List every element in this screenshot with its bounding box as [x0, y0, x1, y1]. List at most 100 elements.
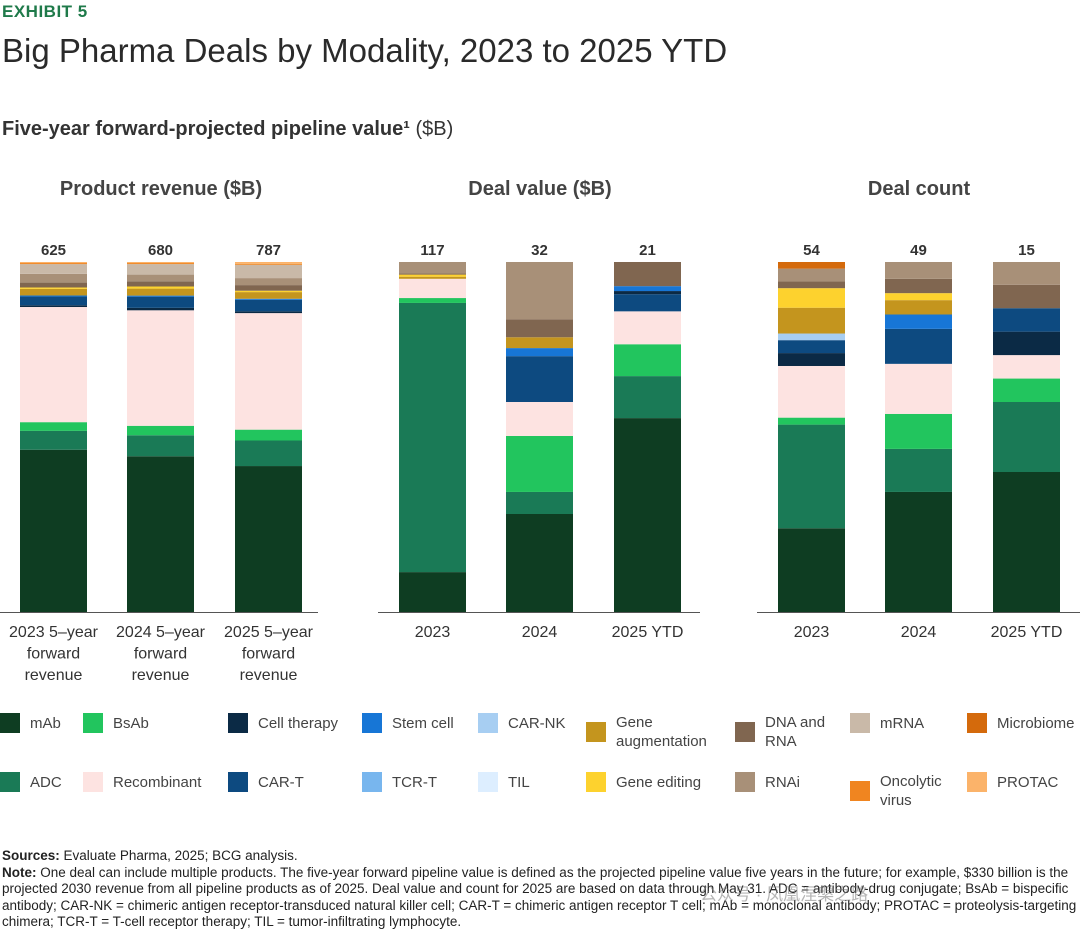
bar-segment-rnai	[20, 273, 87, 283]
bar-total-label: 15	[1018, 242, 1035, 259]
bar-segment-mrna	[20, 264, 87, 274]
bar-segment-microbiome	[778, 262, 845, 269]
bar-segment-gene-augmentation	[127, 288, 194, 296]
bar-segment-bsab	[506, 435, 573, 492]
bar-segment-cell-therapy	[235, 311, 302, 314]
legend-label: Stem cell	[392, 714, 454, 732]
bar-segment-gene-editing	[127, 286, 194, 289]
page-title: Big Pharma Deals by Modality, 2023 to 20…	[2, 32, 728, 69]
bar-segment-car-t	[778, 340, 845, 354]
bar-segment-car-t	[614, 294, 681, 312]
legend-item-car-t: CAR-T	[228, 772, 368, 792]
bar-segment-gene-augmentation	[235, 292, 302, 299]
bar-segment-mab	[993, 472, 1060, 612]
x-tick-label: 2025 5–year	[224, 624, 314, 641]
chart-legend: mAb BsAb Cell therapy Stem cell CAR-NK Gene a…	[0, 705, 1080, 815]
panel-title: Deal value ($B)	[468, 178, 611, 200]
bar-segment-mab	[127, 456, 194, 612]
bar-segment-gene-augmentation	[399, 276, 466, 279]
bar-segment-car-nk	[778, 333, 845, 341]
sources-line: Sources: Evaluate Pharma, 2025; BCG anal…	[2, 848, 1078, 865]
x-tick-label: 2025 YTD	[612, 624, 684, 641]
legend-item-cell-therapy: Cell therapy	[228, 713, 350, 733]
x-tick-label: 2023	[415, 624, 451, 641]
bar-segment-bsab	[399, 298, 466, 303]
bar-segment-car-t	[127, 296, 194, 308]
x-tick-label: revenue	[25, 667, 83, 684]
panel-title: Deal count	[868, 178, 971, 200]
legend-swatch	[83, 772, 103, 792]
legend-swatch	[735, 722, 755, 742]
legend-item-gene-editing: Gene editing	[586, 772, 708, 792]
bar-segment-mab	[235, 466, 302, 612]
bar-segment-stem-cell	[614, 286, 681, 292]
bar-segment-mab	[614, 418, 681, 612]
bar-segment-adc	[399, 302, 466, 573]
legend-label: TCR-T	[392, 773, 437, 791]
bar-segment-stem-cell	[885, 314, 952, 329]
legend-label: mAb	[30, 714, 61, 732]
bar-segment-mrna	[127, 264, 194, 275]
note-label: Note:	[2, 864, 37, 880]
bar-segment-gene-editing	[399, 274, 466, 277]
bar-segment-dna-and-rna	[506, 319, 573, 338]
bar-segment-rnai	[506, 262, 573, 320]
bar-segment-bsab	[20, 422, 87, 431]
legend-swatch	[478, 713, 498, 733]
bar-segment-rnai	[993, 262, 1060, 285]
legend-label: BsAb	[113, 714, 149, 732]
bar-segment-car-t	[235, 299, 302, 312]
chart-subtitle: Five-year forward-projected pipeline val…	[2, 118, 453, 141]
legend-item-dna-and-rna: DNA and RNA	[735, 713, 857, 751]
legend-swatch	[0, 772, 20, 792]
bar-segment-dna-and-rna	[778, 281, 845, 289]
bar-segment-recombinant	[399, 278, 466, 299]
legend-swatch	[0, 713, 20, 733]
bar-segment-recombinant	[885, 363, 952, 414]
bar-segment-adc	[993, 402, 1060, 472]
exhibit-label: EXHIBIT 5	[2, 2, 88, 21]
legend-swatch	[967, 713, 987, 733]
bar-segment-cell-therapy	[778, 353, 845, 366]
bar-segment-bsab	[993, 378, 1060, 402]
legend-swatch	[362, 772, 382, 792]
bar-segment-adc	[20, 430, 87, 450]
bar-segment-oncolytic-virus	[235, 263, 302, 265]
notes: Sources: Evaluate Pharma, 2025; BCG anal…	[2, 848, 1078, 931]
bar-total-label: 787	[256, 242, 281, 259]
bar-segment-dna-and-rna	[399, 273, 466, 275]
legend-item-gene-augmentation: Gene augmentation	[586, 713, 708, 751]
bar-segment-car-t	[993, 308, 1060, 332]
bar-segment-dna-and-rna	[235, 285, 302, 291]
bar-segment-dna-and-rna	[20, 282, 87, 288]
bar-segment-car-t	[20, 296, 87, 306]
bar-segment-gene-editing	[235, 290, 302, 293]
legend-item-mrna: mRNA	[850, 713, 990, 733]
x-tick-label: 2023	[794, 624, 830, 641]
legend-swatch	[228, 772, 248, 792]
bar-segment-cell-therapy	[614, 291, 681, 295]
bar-segment-adc	[506, 491, 573, 514]
bar-segment-bsab	[778, 417, 845, 425]
bar-total-label: 54	[803, 242, 820, 259]
x-tick-label: 2024	[522, 624, 558, 641]
bar-total-label: 625	[41, 242, 66, 259]
legend-swatch	[735, 772, 755, 792]
legend-label: CAR-T	[258, 773, 304, 791]
x-tick-label: 2023 5–year	[9, 624, 99, 641]
bar-segment-gene-augmentation	[885, 300, 952, 315]
bar-segment-mab	[399, 572, 466, 612]
legend-swatch	[83, 713, 103, 733]
bar-segment-rnai	[885, 262, 952, 279]
legend-swatch	[586, 722, 606, 742]
legend-label: ADC	[30, 773, 62, 791]
legend-label: CAR-NK	[508, 714, 566, 732]
legend-swatch	[850, 713, 870, 733]
bar-segment-mab	[506, 514, 573, 612]
x-tick-label: 2024	[901, 624, 937, 641]
bar-segment-dna-and-rna	[127, 281, 194, 287]
bar-segment-recombinant	[506, 402, 573, 436]
legend-label: TIL	[508, 773, 530, 791]
bar-segment-recombinant	[614, 311, 681, 345]
legend-swatch	[362, 713, 382, 733]
